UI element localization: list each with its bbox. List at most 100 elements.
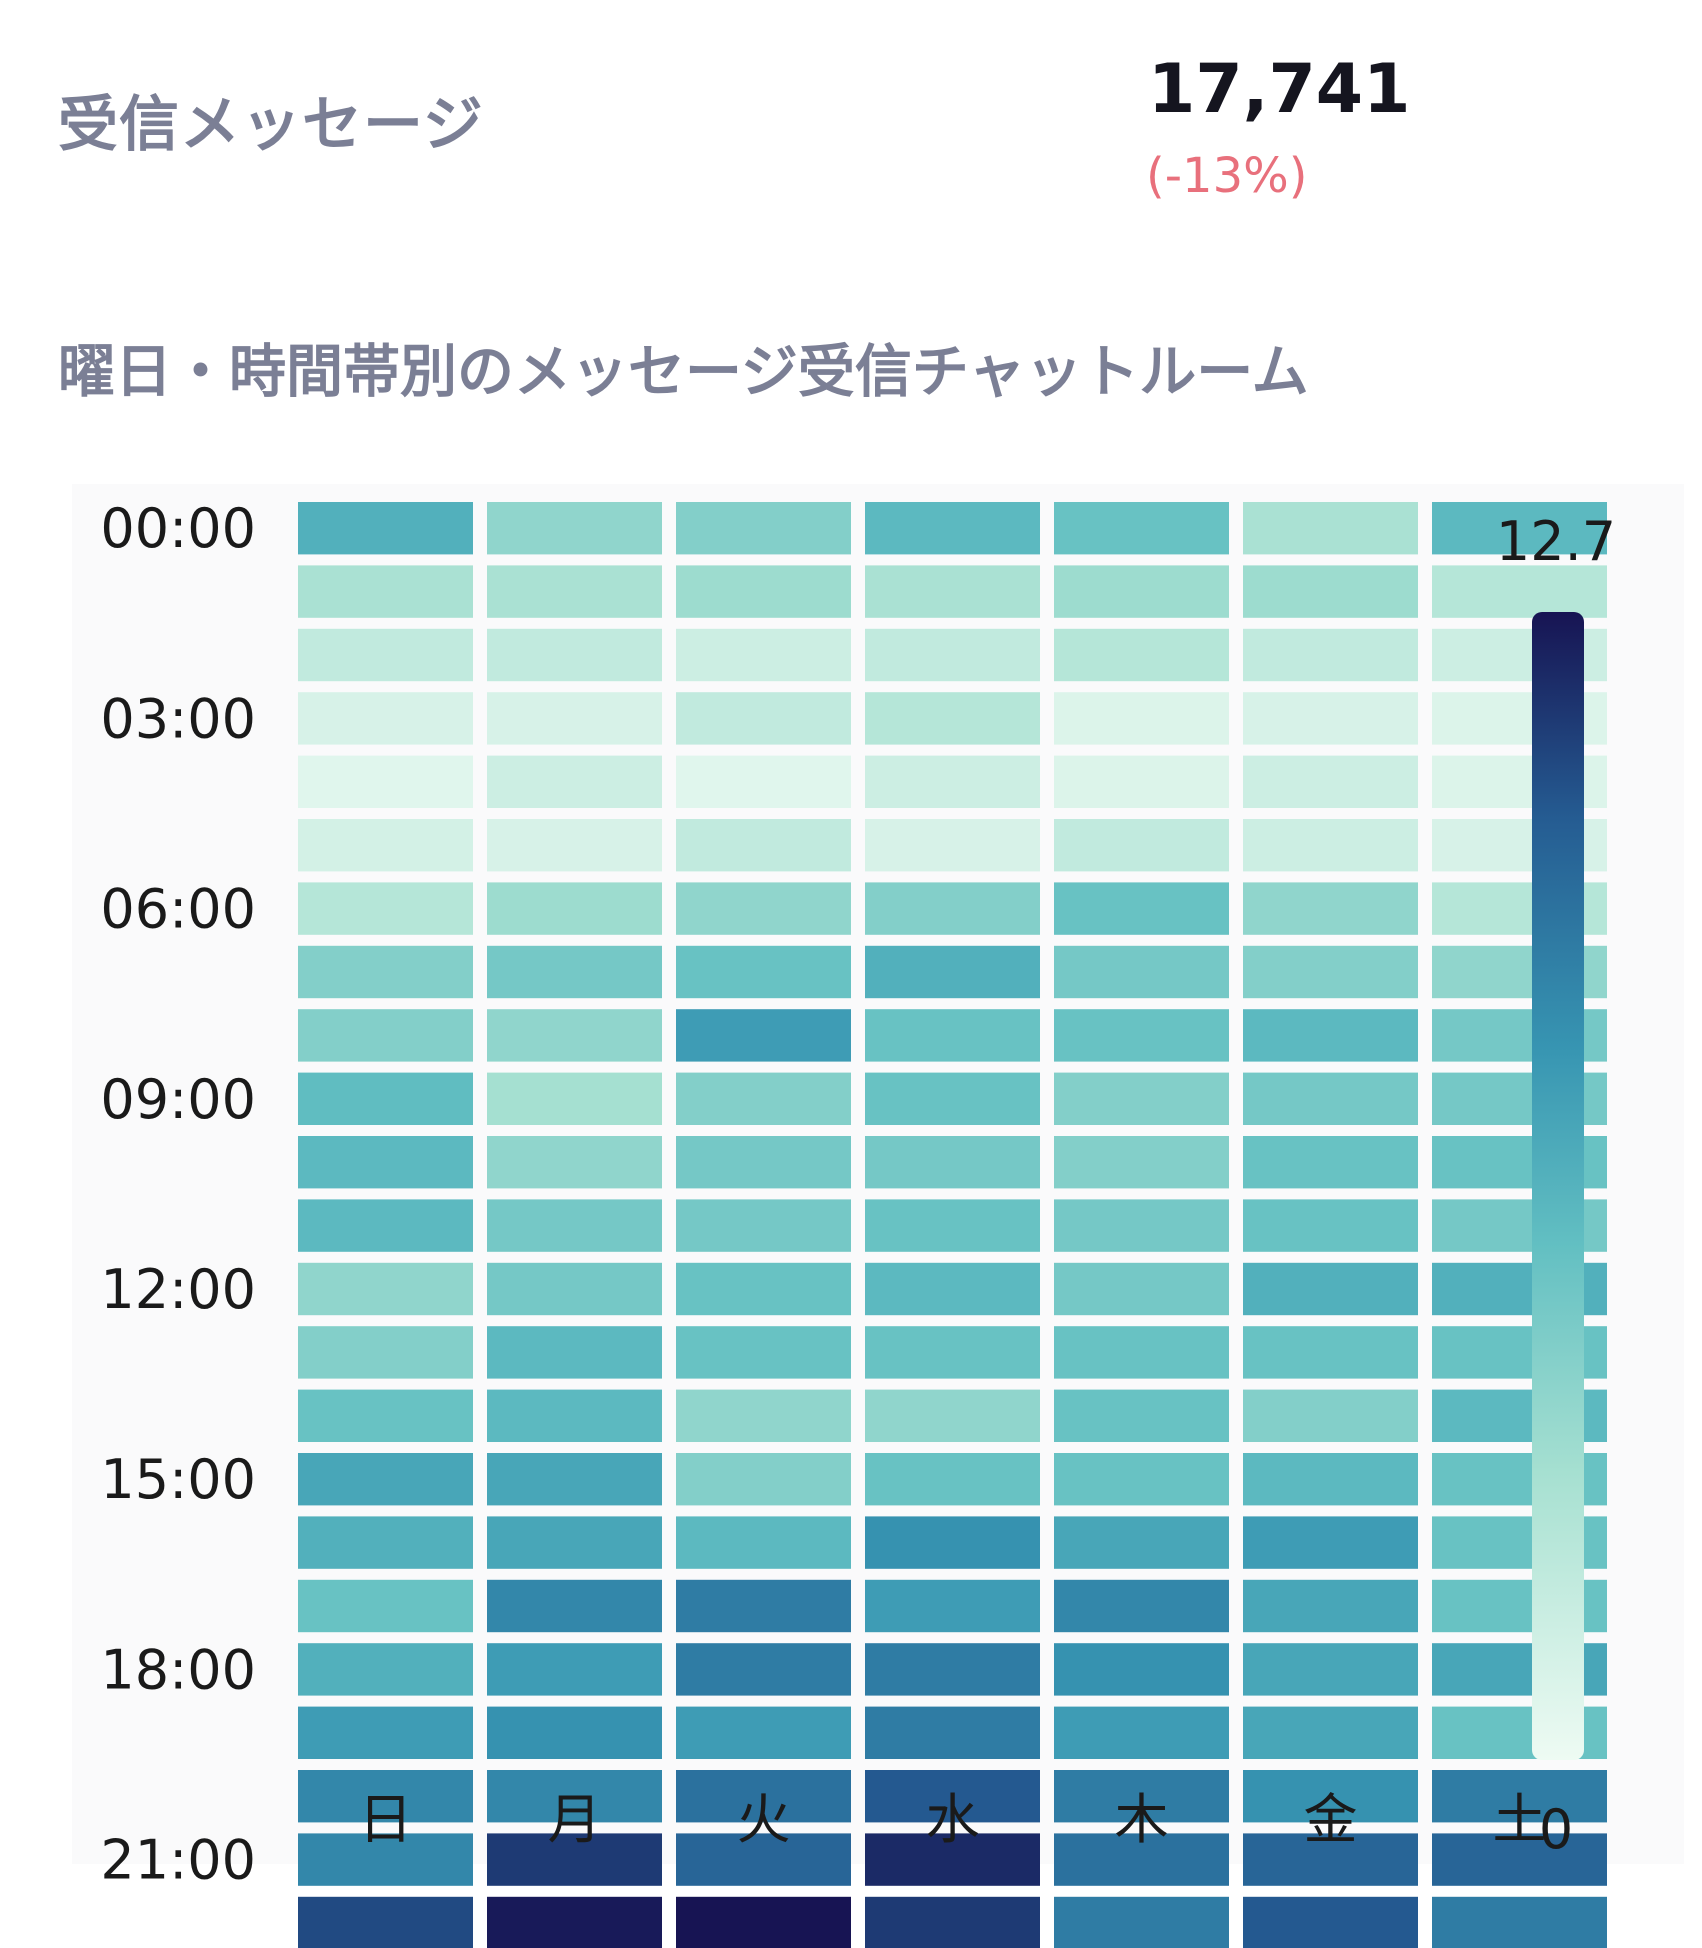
heatmap-cell (1243, 819, 1418, 872)
heatmap-cell (1243, 1453, 1418, 1506)
heatmap-cell (865, 1833, 1040, 1886)
heatmap-cell (676, 1643, 851, 1696)
x-tick-label: 日 (359, 1788, 413, 1851)
colorbar-max-label: 12.7 (1496, 510, 1616, 573)
heatmap-cell (1054, 502, 1229, 555)
heatmap-cell (1054, 755, 1229, 808)
heatmap-cell (1243, 1326, 1418, 1379)
heatmap-cell (865, 1389, 1040, 1442)
heatmap-cell (1054, 819, 1229, 872)
heatmap-cell (1054, 628, 1229, 682)
heatmap-cell (298, 628, 473, 682)
heatmap-cell (1243, 755, 1418, 808)
heatmap-cell (1054, 945, 1229, 999)
heatmap-cell (1054, 1072, 1229, 1125)
heatmap-cell (487, 945, 662, 999)
heatmap-cell (487, 1136, 662, 1189)
metric-change: (-13%) (1146, 148, 1308, 204)
heatmap-cell (298, 1896, 473, 1948)
heatmap-cell (487, 1579, 662, 1633)
x-tick-label: 金 (1304, 1788, 1358, 1851)
heatmap-cell (865, 1199, 1040, 1252)
heatmap-cell (1054, 1262, 1229, 1316)
heatmap-cell (487, 1072, 662, 1125)
heatmap-cell (298, 1643, 473, 1696)
x-tick-label: 土 (1493, 1788, 1547, 1851)
heatmap-cell (298, 1199, 473, 1252)
heatmap-cell (676, 755, 851, 808)
heatmap-cell (298, 1326, 473, 1379)
heatmap-cell (676, 692, 851, 745)
heatmap-cell (1054, 1453, 1229, 1506)
y-axis-labels: 00:00 03:00 06:00 09:00 12:00 15:00 18:00 21:00 (100, 497, 256, 1891)
x-tick-label: 火 (737, 1788, 791, 1851)
heatmap-cell (676, 1896, 851, 1948)
y-tick-label: 03:00 (100, 687, 256, 750)
heatmap-cell (487, 502, 662, 555)
heatmap-cell (487, 692, 662, 745)
heatmap-cell (865, 1896, 1040, 1948)
heatmap-cell (865, 755, 1040, 808)
heatmap-cell (676, 1453, 851, 1506)
heatmap-cell (1432, 1770, 1607, 1823)
heatmap-cell (676, 565, 851, 618)
heatmap-cell (1243, 1896, 1418, 1948)
heatmap-cell (1243, 1516, 1418, 1569)
heatmap-cell (1054, 1643, 1229, 1696)
heatmap-cell (676, 1579, 851, 1633)
heatmap-cell (298, 1453, 473, 1506)
heatmap-cell (1243, 1579, 1418, 1633)
y-tick-label: 21:00 (100, 1829, 256, 1892)
heatmap-cell (865, 1262, 1040, 1316)
y-tick-label: 06:00 (100, 878, 256, 941)
heatmap-cell (865, 1072, 1040, 1125)
heatmap-cell (1054, 1136, 1229, 1189)
heatmap-cell (865, 819, 1040, 872)
heatmap-cell (487, 1453, 662, 1506)
heatmap-cell (676, 1833, 851, 1886)
heatmap-cell (1432, 502, 1607, 555)
heatmap-cell (676, 502, 851, 555)
heatmap-cell (865, 1770, 1040, 1823)
heatmap-cell (676, 1770, 851, 1823)
y-tick-label: 18:00 (100, 1638, 256, 1701)
heatmap-cell (1243, 945, 1418, 999)
heatmap-cell (1243, 692, 1418, 745)
heatmap-cell (487, 1516, 662, 1569)
heatmap-cell (865, 1453, 1040, 1506)
heatmap-cell (487, 1199, 662, 1252)
heatmap-cell (1243, 502, 1418, 555)
heatmap-cell (487, 1833, 662, 1886)
heatmap-cell (487, 819, 662, 872)
heatmap-cell (865, 502, 1040, 555)
heatmap-cell (298, 1706, 473, 1759)
y-tick-label: 12:00 (100, 1258, 256, 1321)
heatmap-cell (298, 882, 473, 935)
heatmap-cell (298, 1516, 473, 1569)
heatmap-cell (865, 628, 1040, 682)
heatmap-cell (298, 692, 473, 745)
heatmap-cell (298, 1262, 473, 1316)
heatmap-cell (298, 1833, 473, 1886)
heatmap-cell (1054, 1009, 1229, 1062)
heatmap-cell (676, 1072, 851, 1125)
heatmap-cell (1243, 628, 1418, 682)
y-tick-label: 00:00 (100, 497, 256, 560)
heatmap-cell (1054, 1579, 1229, 1633)
heatmap-cell (1243, 1009, 1418, 1062)
x-tick-label: 木 (1115, 1788, 1169, 1851)
heatmap-cell (487, 1009, 662, 1062)
heatmap-cell (487, 628, 662, 682)
heatmap-cell (1054, 1516, 1229, 1569)
heatmap-cell (1054, 1389, 1229, 1442)
heatmap-cell (1432, 565, 1607, 618)
heatmap-cell (676, 882, 851, 935)
heatmap-cell (865, 692, 1040, 745)
heatmap-cell (487, 1706, 662, 1759)
heatmap-cell (298, 1579, 473, 1633)
heatmap-cell (676, 1262, 851, 1316)
heatmap-cell (298, 1770, 473, 1823)
heatmap-cell (676, 1389, 851, 1442)
metric-label: 受信メッセージ (58, 90, 484, 160)
